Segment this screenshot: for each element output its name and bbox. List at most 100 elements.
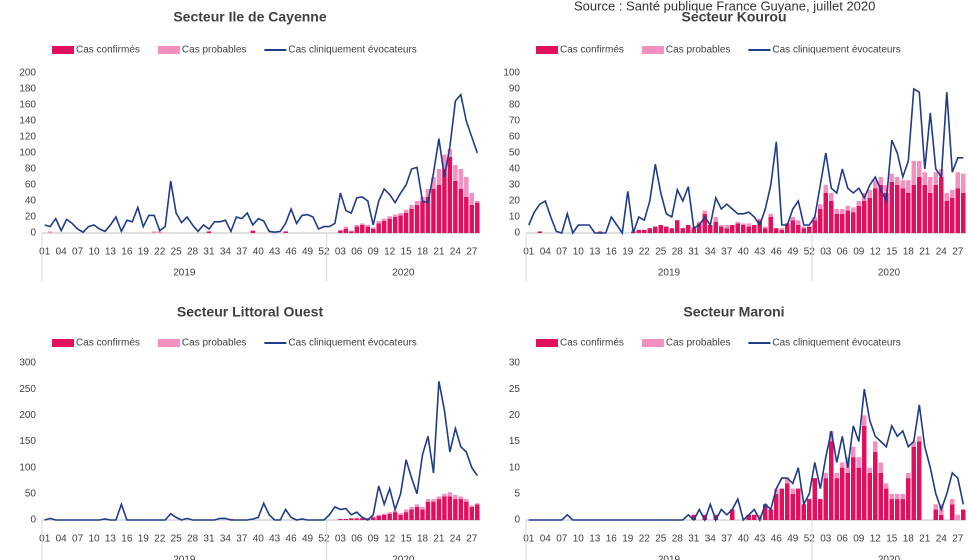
bar [812,478,817,520]
bar [840,209,845,214]
bar [642,229,647,233]
bar [442,154,447,169]
bar [376,515,381,520]
bar [873,441,878,452]
bar [774,493,779,520]
bar [955,188,960,233]
bar [961,193,966,233]
bar [922,172,927,185]
bar [768,217,773,233]
bar [928,177,933,193]
x-tick-label: 25 [171,247,183,258]
bar [906,478,911,520]
bar [906,472,911,479]
bar [790,217,795,221]
bar [911,441,916,447]
bar [371,516,376,518]
bar [906,193,911,233]
bar [774,228,779,233]
bar [392,512,398,520]
bar [647,228,652,233]
y-tick-label: 0 [30,515,36,526]
bar [922,185,927,233]
bar [409,506,414,510]
x-tick-label: 24 [936,247,948,258]
bar [719,225,724,227]
bar [343,518,349,520]
bar [856,467,861,520]
bar [469,205,475,233]
x-tick-label: 09 [853,247,865,258]
bar [818,499,823,520]
bar [878,462,883,473]
y-tick-label: 10 [509,212,521,223]
y-tick-label: 80 [509,100,521,111]
chart-title: Secteur Maroni [683,304,784,320]
bar [283,231,288,233]
bar [398,514,403,520]
x-tick-label: 12 [384,247,396,258]
x-tick-label: 24 [936,534,948,545]
bar [878,177,883,185]
x-tick-label: 10 [88,247,100,258]
x-tick-label: 15 [401,534,413,545]
x-tick-label: 24 [450,534,462,545]
bar [442,169,447,233]
bar [398,513,403,515]
bar [906,180,911,193]
x-tick-label: 46 [286,247,298,258]
bar [961,509,966,520]
bar [851,457,856,520]
bar [889,181,894,233]
bar [453,165,458,181]
chart-title: Secteur Ile de Cayenne [173,9,327,25]
x-tick-label: 03 [820,534,832,545]
y-tick-label: 40 [509,164,521,175]
bar [708,225,713,233]
x-tick-label: 21 [433,247,445,258]
y-tick-label: 0 [30,228,36,239]
x-tick-label: 43 [754,247,766,258]
line [44,381,478,521]
bar [365,226,370,233]
bar [250,230,256,233]
x-tick-label: 27 [952,247,964,258]
x-tick-label: 31 [688,534,700,545]
bar [796,488,801,520]
bar [414,201,420,205]
x-tick-label: 07 [72,247,84,258]
x-tick-label: 13 [105,247,117,258]
bar [658,225,663,233]
bar [431,189,436,233]
bar [829,441,834,520]
x-tick-label: 13 [589,247,601,258]
y-tick-label: 100 [19,462,36,473]
bar [420,509,425,520]
bar [807,499,812,520]
bar [950,197,955,233]
bar [768,213,773,217]
bar [447,492,453,497]
x-tick-label: 19 [138,247,150,258]
bar [785,478,790,484]
x-group-label: 2020 [878,268,901,279]
bar [464,177,469,197]
bar [453,181,458,233]
x-tick-label: 01 [39,247,51,258]
line [44,92,479,234]
bar [939,514,944,520]
bar [873,451,878,520]
x-tick-label: 06 [351,534,363,545]
bar [392,217,398,233]
bar [746,223,751,227]
bar [834,472,839,479]
x-tick-label: 18 [417,534,429,545]
y-tick-label: 100 [503,68,520,79]
x-tick-label: 43 [754,534,766,545]
x-tick-label: 10 [573,534,585,545]
bar [669,228,674,233]
bar [917,161,922,177]
bar [939,177,944,233]
bar [856,457,861,468]
bar [884,483,889,489]
